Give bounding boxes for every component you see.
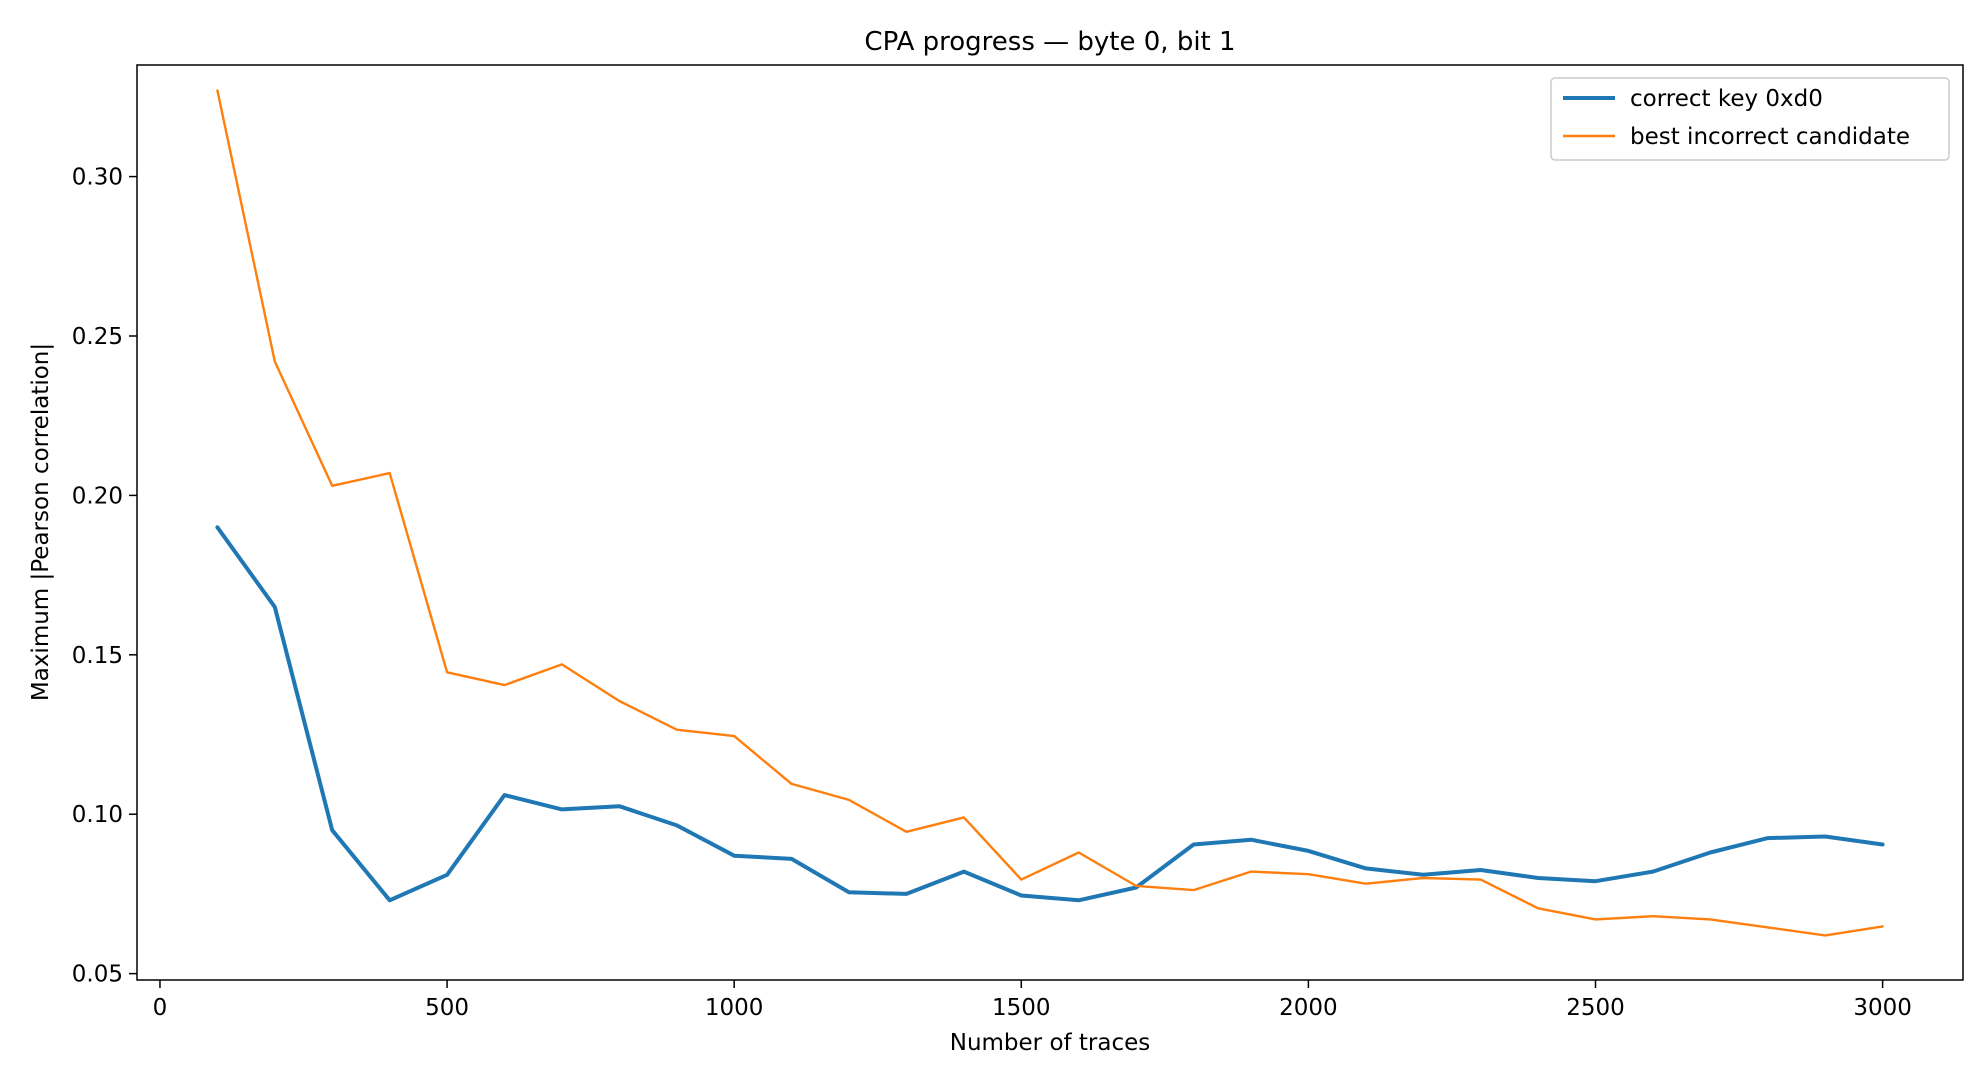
chart-title: CPA progress — byte 0, bit 1 — [864, 27, 1235, 57]
y-tick-label: 0.10 — [72, 802, 123, 828]
y-tick-label: 0.15 — [72, 643, 123, 669]
x-tick-label: 0 — [153, 995, 168, 1021]
y-tick-label: 0.30 — [72, 165, 123, 191]
x-tick-label: 500 — [425, 995, 469, 1021]
x-axis-label: Number of traces — [950, 1030, 1151, 1056]
y-tick-label: 0.05 — [72, 962, 123, 988]
x-axis-ticks: 0 500 1000 1500 2000 2500 3000 — [153, 980, 1912, 1021]
plot-frame — [136, 64, 1964, 981]
legend: correct key 0xd0 best incorrect candidat… — [1550, 77, 1950, 161]
legend-box — [1550, 77, 1950, 161]
y-tick-label: 0.20 — [72, 483, 123, 509]
x-tick-label: 1500 — [992, 995, 1051, 1021]
x-tick-label: 2500 — [1566, 995, 1625, 1021]
series-line-best-incorrect — [216, 89, 1884, 937]
x-tick-label: 3000 — [1853, 995, 1912, 1021]
legend-label-correct-key: correct key 0xd0 — [1630, 86, 1823, 112]
y-axis-label: Maximum |Pearson correlation| — [28, 343, 54, 701]
y-tick-label: 0.25 — [72, 324, 123, 350]
series-line-correct-key — [215, 525, 1885, 903]
y-axis-ticks: 0.05 0.10 0.15 0.20 0.25 0.30 — [72, 165, 137, 988]
x-tick-label: 2000 — [1279, 995, 1338, 1021]
x-tick-label: 1000 — [705, 995, 764, 1021]
series-layer — [215, 89, 1885, 937]
legend-label-best-incorrect: best incorrect candidate — [1630, 124, 1910, 150]
